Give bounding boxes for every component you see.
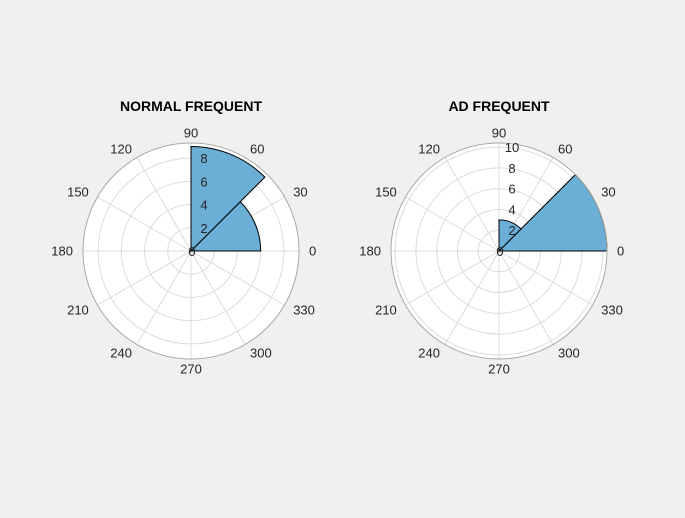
theta-tick-label: 150 <box>375 185 397 200</box>
r-tick-label: 6 <box>200 174 207 189</box>
angular-gridline <box>190 250 246 345</box>
theta-tick-label: 180 <box>51 244 73 259</box>
angular-gridline <box>405 196 500 252</box>
theta-tick-label: 0 <box>309 244 316 259</box>
polar-chart-normal-frequent: NORMAL FREQUENT 030609012015018021024027… <box>51 98 316 377</box>
r-tick-label: 8 <box>200 151 207 166</box>
angular-gridline <box>97 250 192 306</box>
polar-chart-ad-frequent: AD FREQUENT 0306090120150180210240270300… <box>359 98 624 377</box>
r-tick-label: 4 <box>200 198 207 213</box>
angular-gridline <box>444 157 500 252</box>
polar-outer-circle <box>390 142 608 360</box>
theta-tick-label: 330 <box>601 303 623 318</box>
r-tick-label: 0 <box>496 244 503 259</box>
r-tick-label: 4 <box>508 202 515 217</box>
theta-tick-label: 30 <box>601 185 615 200</box>
angular-gridline <box>405 250 500 306</box>
theta-tick-label: 30 <box>293 185 307 200</box>
theta-tick-label: 90 <box>184 126 198 141</box>
angular-gridline <box>97 196 192 252</box>
theta-tick-label: 90 <box>492 126 506 141</box>
histogram-bin <box>190 145 266 253</box>
angular-gridline <box>136 157 192 252</box>
r-tick-label: 10 <box>505 140 519 155</box>
theta-tick-label: 300 <box>558 346 580 361</box>
r-tick-label: 6 <box>508 182 515 197</box>
angular-gridline <box>190 250 285 306</box>
theta-tick-label: 330 <box>293 303 315 318</box>
theta-tick-label: 60 <box>558 141 572 156</box>
angular-gridline <box>498 250 593 306</box>
histogram-bin <box>498 219 522 253</box>
theta-tick-label: 270 <box>180 362 202 377</box>
angular-gridline <box>136 250 192 345</box>
theta-tick-label: 270 <box>488 362 510 377</box>
angular-gridline <box>498 250 554 345</box>
theta-tick-label: 300 <box>250 346 272 361</box>
r-tick-label: 0 <box>188 244 195 259</box>
polar-outer-circle <box>82 142 300 360</box>
theta-tick-label: 240 <box>110 346 132 361</box>
r-tick-label: 2 <box>200 221 207 236</box>
theta-tick-label: 180 <box>359 244 381 259</box>
angular-gridline <box>444 250 500 345</box>
theta-tick-label: 210 <box>67 303 89 318</box>
theta-tick-label: 120 <box>418 141 440 156</box>
chart-title: AD FREQUENT <box>448 98 550 114</box>
theta-tick-label: 120 <box>110 141 132 156</box>
theta-tick-label: 60 <box>250 141 264 156</box>
theta-tick-label: 210 <box>375 303 397 318</box>
chart-title: NORMAL FREQUENT <box>120 98 263 114</box>
theta-tick-label: 0 <box>617 244 624 259</box>
theta-tick-label: 150 <box>67 185 89 200</box>
r-tick-label: 8 <box>508 161 515 176</box>
r-tick-label: 2 <box>508 223 515 238</box>
theta-tick-label: 240 <box>418 346 440 361</box>
